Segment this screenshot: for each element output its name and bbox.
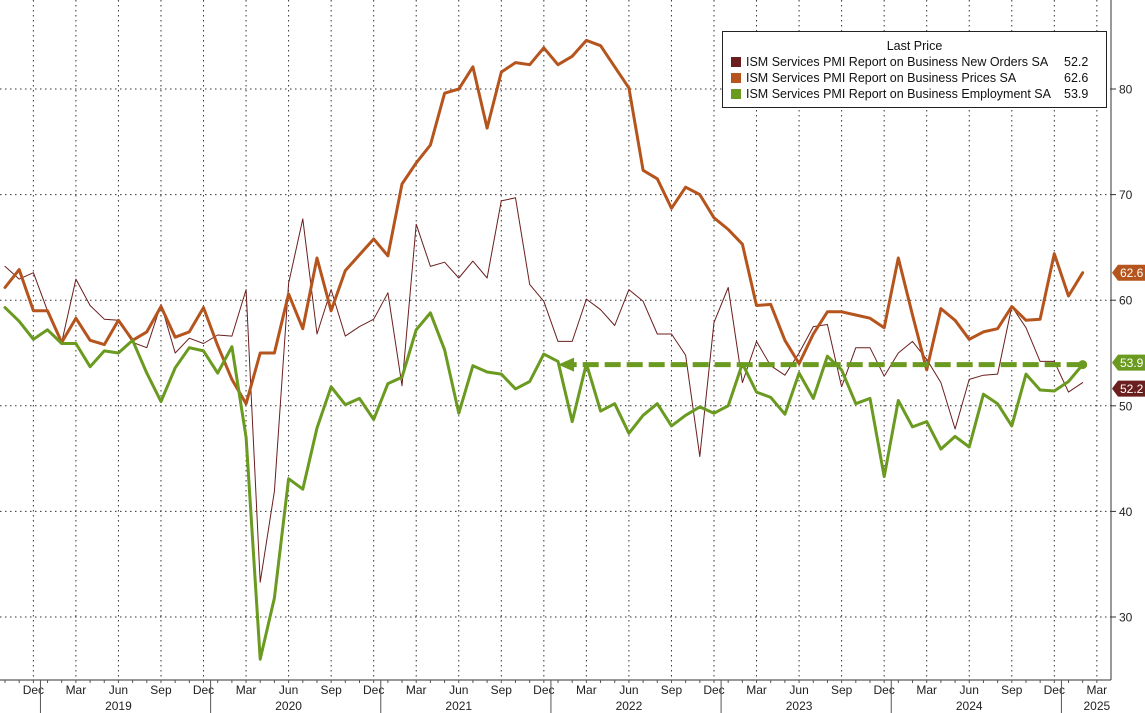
legend-value: 52.2 (1064, 55, 1089, 69)
x-tick-label: Jun (279, 683, 298, 697)
x-tick-label: Mar (576, 683, 597, 697)
annotation-arrow-dot (1078, 360, 1088, 370)
year-label: 2023 (786, 699, 813, 713)
x-tick-label: Dec (703, 683, 724, 697)
annotation-arrow (558, 357, 1088, 372)
year-label: 2019 (105, 699, 132, 713)
annotation-arrow-head (558, 357, 575, 372)
last-value-tag: 62.6 (1112, 264, 1145, 281)
legend-label: ISM Services PMI Report on Business New … (746, 55, 1049, 69)
last-value-tag-label: 53.9 (1120, 356, 1144, 370)
series-line (3, 38, 1085, 406)
x-tick-label: Sep (150, 683, 172, 697)
legend-item-new-orders: ISM Services PMI Report on Business New … (723, 54, 1106, 70)
legend-item-prices: ISM Services PMI Report on Business Pric… (723, 70, 1106, 86)
y-tick-label: 30 (1119, 611, 1133, 625)
legend-swatch-employment (731, 89, 741, 99)
y-tick-label: 40 (1119, 505, 1133, 519)
x-tick-label: Dec (1044, 683, 1065, 697)
legend-swatch-prices (731, 73, 741, 83)
series-line (3, 306, 1085, 661)
legend-swatch-new-orders (731, 57, 741, 67)
legend-title: Last Price (886, 39, 943, 53)
x-tick-label: Jun (960, 683, 979, 697)
y-tick-label: 60 (1119, 294, 1133, 308)
x-tick-label: Jun (109, 683, 128, 697)
series-line (4, 197, 1084, 583)
legend-label: ISM Services PMI Report on Business Empl… (746, 87, 1051, 101)
last-value-tag-bg (1112, 380, 1145, 397)
year-label: 2021 (445, 699, 472, 713)
legend-item-employment: ISM Services PMI Report on Business Empl… (723, 86, 1106, 102)
last-value-tag: 53.9 (1112, 354, 1145, 371)
x-tick-label: Jun (449, 683, 468, 697)
x-tick-label: Dec (533, 683, 554, 697)
year-label: 2022 (616, 699, 643, 713)
x-tick-label: Mar (916, 683, 937, 697)
year-label: 2020 (275, 699, 302, 713)
legend-value: 53.9 (1064, 87, 1089, 101)
x-tick-label: Sep (831, 683, 853, 697)
last-value-tag: 52.2 (1112, 380, 1145, 397)
year-label: 2024 (956, 699, 983, 713)
x-tick-label: Sep (661, 683, 683, 697)
legend: Last Price ISM Services PMI Report on Bu… (722, 31, 1107, 108)
y-tick-label: 80 (1119, 83, 1133, 97)
series-lines (3, 38, 1085, 661)
x-tick-label: Sep (491, 683, 513, 697)
x-tick-label: Dec (23, 683, 44, 697)
y-tick-label: 50 (1119, 399, 1133, 413)
legend-value: 62.6 (1064, 71, 1089, 85)
x-tick-label: Sep (320, 683, 342, 697)
last-value-tag-label: 62.6 (1120, 266, 1144, 280)
y-tick-label: 70 (1119, 188, 1133, 202)
x-tick-label: Jun (619, 683, 638, 697)
last-value-tags: 52.2 62.6 53.9 (1112, 264, 1145, 397)
x-tick-label: Mar (66, 683, 87, 697)
x-tick-label: Mar (1087, 683, 1108, 697)
x-tick-label: Dec (873, 683, 894, 697)
x-tick-label: Mar (746, 683, 767, 697)
x-tick-label: Mar (236, 683, 257, 697)
last-value-tag-bg (1112, 264, 1145, 281)
last-value-tag-bg (1112, 354, 1145, 371)
legend-label: ISM Services PMI Report on Business Pric… (746, 71, 1017, 85)
x-tick-label: Jun (789, 683, 808, 697)
x-tick-label: Dec (363, 683, 384, 697)
year-label: 2025 (1084, 699, 1111, 713)
last-value-tag-label: 52.2 (1120, 382, 1144, 396)
x-tick-label: Mar (406, 683, 427, 697)
x-tick-label: Dec (193, 683, 214, 697)
x-tick-label: Sep (1001, 683, 1023, 697)
